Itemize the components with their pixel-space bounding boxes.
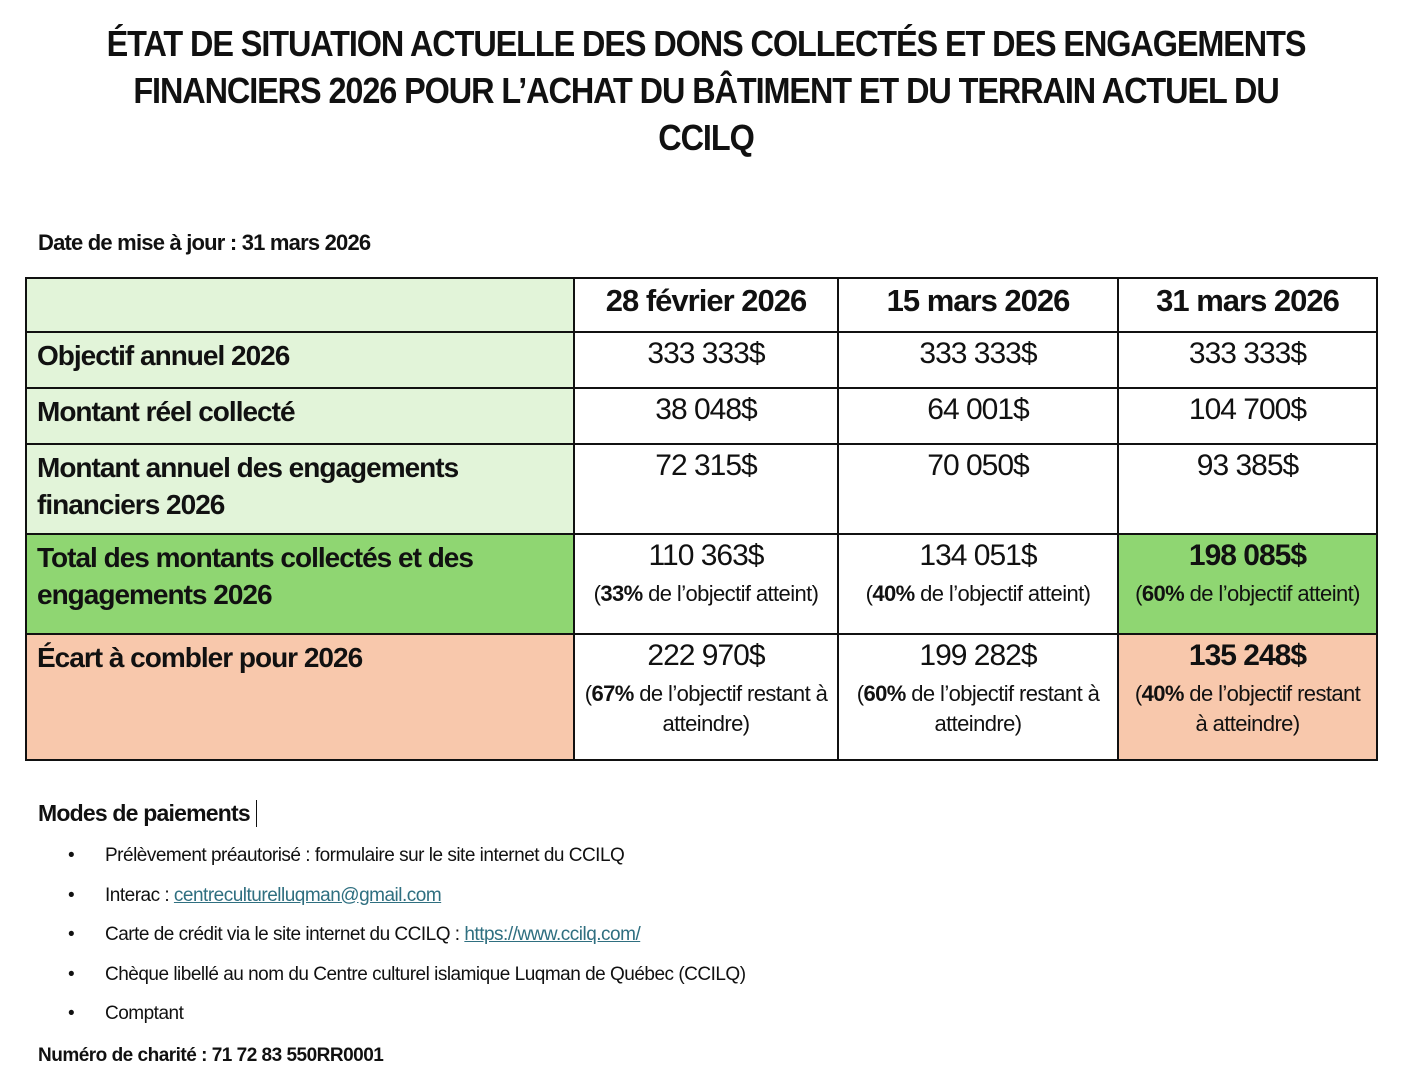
paren: (	[856, 681, 864, 706]
cell-gap: 199 282$ (60% de l’objectif restant à att…	[837, 633, 1119, 761]
item-text: Chèque libellé au nom du Centre culturel…	[105, 963, 746, 985]
percent-note: de l’objectif restant à atteindre)	[633, 681, 828, 736]
percent: 67%	[591, 681, 635, 706]
row-label: Objectif annuel 2026	[25, 331, 575, 389]
charity-number: Numéro de charité : 71 72 83 550RR0001	[38, 1045, 384, 1066]
header-empty	[25, 277, 575, 333]
donations-table: 28 février 2026 15 mars 2026 31 mars 202…	[25, 277, 1378, 761]
cell-value: 110 363$	[648, 539, 765, 572]
header-date: 31 mars 2026	[1117, 277, 1378, 333]
cell-total-current: 198 085$ (60% de l’objectif atteint)	[1117, 533, 1378, 635]
row-label: Montant réel collecté	[25, 387, 575, 445]
list-item: Carte de crédit via le site internet du …	[68, 924, 746, 964]
cell-total: 134 051$ (40% de l’objectif atteint)	[837, 533, 1119, 635]
cell-value: 198 085$	[1188, 539, 1307, 572]
cell-value: 64 001$	[837, 387, 1119, 445]
cell-value: 135 248$	[1188, 639, 1307, 672]
header-date: 15 mars 2026	[837, 277, 1119, 333]
percent-note: de l’objectif restant à atteindre)	[1183, 681, 1361, 736]
cell-value: 134 051$	[919, 539, 1037, 572]
cell-value: 222 970$	[647, 639, 765, 672]
row-label: Montant annuel des engagements financier…	[25, 443, 575, 535]
percent: 40%	[872, 581, 915, 606]
paren: (	[593, 581, 601, 606]
cell-gap: 222 970$ (67% de l’objectif restant à att…	[573, 633, 839, 761]
payment-modes-list: Prélèvement préautorisé : formulaire sur…	[68, 845, 746, 1043]
website-link[interactable]: https://www.ccilq.com/	[464, 924, 641, 945]
paren: (	[1135, 581, 1142, 606]
payment-modes-heading: Modes de paiements	[38, 800, 257, 827]
percent-note: de l’objectif restant à atteindre)	[905, 681, 1100, 736]
email-link[interactable]: centreculturelluqman@gmail.com	[173, 884, 442, 906]
percent: 40%	[1141, 681, 1185, 706]
item-text: Prélèvement préautorisé : formulaire sur…	[105, 845, 625, 866]
page-title: ÉTAT DE SITUATION ACTUELLE DES DONS COLL…	[106, 23, 1307, 158]
cell-value: 104 700$	[1117, 387, 1378, 445]
row-label: Écart à combler pour 2026	[25, 633, 575, 761]
cell-value: 38 048$	[573, 387, 839, 445]
cell-value: 72 315$	[573, 443, 839, 535]
percent-note: de l’objectif atteint)	[1184, 581, 1361, 606]
item-text: Interac :	[105, 884, 174, 906]
percent: 60%	[863, 681, 907, 706]
list-item: Chèque libellé au nom du Centre culturel…	[68, 964, 746, 1004]
cell-value: 333 333$	[1117, 331, 1378, 389]
item-text: Comptant	[105, 1003, 184, 1024]
row-label: Total des montants collectés et des enga…	[25, 533, 575, 635]
paren: (	[584, 681, 592, 706]
percent-note: de l’objectif atteint)	[914, 581, 1091, 606]
paren: (	[865, 581, 873, 606]
cell-value: 199 282$	[919, 639, 1037, 672]
list-item: Interac : centreculturelluqman@gmail.com	[68, 885, 746, 925]
cell-value: 333 333$	[573, 331, 839, 389]
list-item: Comptant	[68, 1003, 746, 1043]
header-date: 28 février 2026	[573, 277, 839, 333]
list-item: Prélèvement préautorisé : formulaire sur…	[68, 845, 746, 885]
percent: 60%	[1141, 581, 1185, 606]
paren: (	[1134, 681, 1142, 706]
cell-value: 70 050$	[837, 443, 1119, 535]
percent: 33%	[600, 581, 643, 606]
cell-value: 333 333$	[837, 331, 1119, 389]
item-text: Carte de crédit via le site internet du …	[105, 924, 465, 945]
table-row-gap: Écart à combler pour 2026 222 970$ (67% d…	[25, 633, 1378, 761]
table-header-row: 28 février 2026 15 mars 2026 31 mars 202…	[25, 277, 1378, 333]
table-row: Montant annuel des engagements financier…	[25, 443, 1378, 535]
percent-note: de l’objectif atteint)	[642, 581, 819, 606]
update-date: Date de mise à jour : 31 mars 2026	[38, 230, 371, 255]
cell-value: 93 385$	[1117, 443, 1378, 535]
table-row-total: Total des montants collectés et des enga…	[25, 533, 1378, 635]
table-row: Montant réel collecté 38 048$ 64 001$ 10…	[25, 387, 1378, 445]
cell-gap-current: 135 248$ (40% de l’objectif restant à att…	[1117, 633, 1378, 761]
table-row: Objectif annuel 2026 333 333$ 333 333$ 3…	[25, 331, 1378, 389]
cell-total: 110 363$ (33% de l’objectif atteint)	[573, 533, 839, 635]
